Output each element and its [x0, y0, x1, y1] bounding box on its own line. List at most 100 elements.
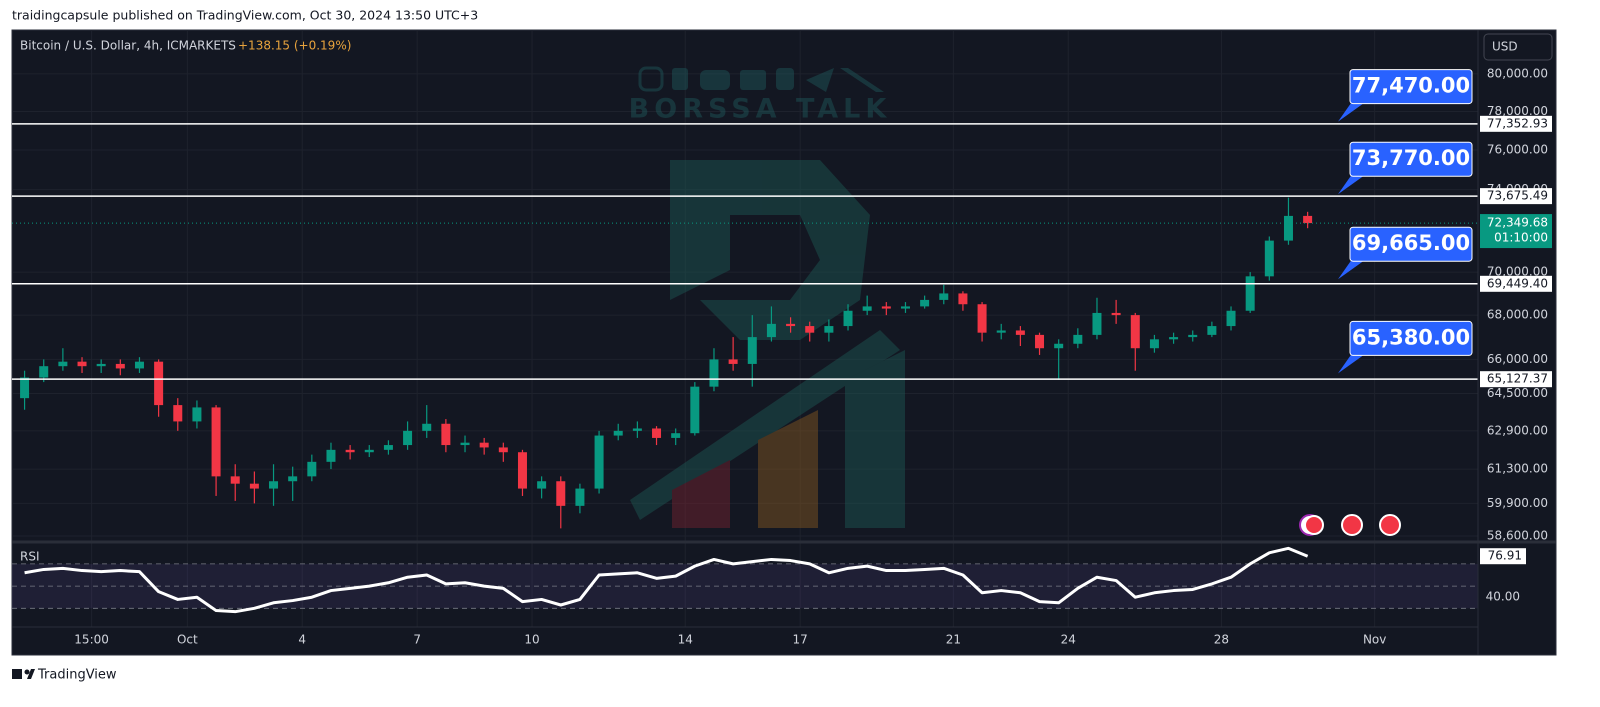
level-badge — [1480, 115, 1552, 132]
candle-body — [881, 306, 891, 309]
callout-label: 77,470.00 — [1352, 74, 1470, 98]
icon — [840, 68, 884, 92]
price-change: +138.15 (+0.19%) — [238, 39, 351, 53]
candle-body — [1188, 334, 1198, 338]
candle-body — [900, 306, 910, 309]
candle-body — [613, 430, 623, 436]
logo-bar — [672, 460, 730, 528]
candle-body — [537, 481, 547, 489]
tv-logo — [12, 669, 22, 679]
event-flag[interactable] — [1304, 515, 1324, 535]
candle-body — [709, 359, 719, 387]
candle-body — [422, 423, 432, 431]
event-flags — [1299, 514, 1401, 536]
tv-logo — [27, 669, 35, 679]
candle-body — [249, 483, 259, 489]
candle-body — [1054, 343, 1064, 349]
countdown: 01:10:00 — [1494, 231, 1548, 245]
symbol-title: Bitcoin / U.S. Dollar, 4h, ICMARKETS — [20, 39, 236, 53]
candle-body — [671, 433, 681, 438]
byline: traidingcapsule published on TradingView… — [12, 8, 478, 23]
y-tick-label: 70,000.00 — [1487, 265, 1548, 279]
rsi-last-badge — [1480, 548, 1526, 565]
logo-shape — [630, 330, 900, 520]
event-flag[interactable] — [1379, 514, 1401, 536]
x-tick-label: 4 — [298, 633, 306, 647]
level-badge — [1480, 371, 1552, 388]
icon — [638, 66, 664, 92]
x-tick-label: 15:00 — [74, 633, 109, 647]
logo-bar — [845, 350, 905, 528]
callout-tail — [1338, 353, 1366, 374]
y-tick-label: 64,500.00 — [1487, 386, 1548, 400]
callout-box — [1349, 226, 1473, 262]
callout-label: 65,380.00 — [1352, 325, 1470, 349]
candle-body — [1111, 312, 1121, 316]
candle-body — [747, 337, 757, 364]
candle-body — [977, 304, 987, 333]
candle-body — [517, 452, 527, 489]
y-tick-label: 58,600.00 — [1487, 528, 1548, 542]
y-tick-label: 68,000.00 — [1487, 308, 1548, 322]
candle-body — [115, 363, 125, 369]
candle-body — [1245, 276, 1255, 311]
candle-body — [1092, 312, 1102, 335]
watermark-text: BORSSA TALK — [629, 94, 892, 125]
candle-body — [632, 428, 642, 431]
y-tick-label: 76,000.00 — [1487, 143, 1548, 157]
candle-body — [939, 293, 949, 300]
y-tick-label: 80,000.00 — [1487, 66, 1548, 80]
marks: 77,470.00 73,770.00 69,665.00 65,380.00 — [12, 69, 1478, 614]
logo-shape — [670, 160, 870, 340]
level-badge — [1480, 275, 1552, 292]
candle-body — [1015, 330, 1025, 335]
level-label: 69,449.40 — [1487, 276, 1548, 290]
candle-body — [1207, 326, 1217, 335]
candle-body — [920, 299, 930, 307]
candle-body — [1169, 337, 1179, 340]
candle-body — [288, 476, 298, 482]
candle-body — [1035, 334, 1045, 349]
candle-body — [498, 447, 508, 453]
x-tick-label: 24 — [1061, 633, 1076, 647]
candle-body — [996, 330, 1006, 333]
chart-panel — [11, 29, 1557, 656]
candle-body — [766, 323, 776, 338]
event-flag[interactable] — [1341, 514, 1363, 536]
icon — [740, 70, 766, 90]
candle-body — [575, 488, 585, 506]
rsi-title: RSI — [20, 550, 40, 564]
candle-body — [39, 366, 49, 378]
candle-body — [1130, 315, 1140, 349]
candle-body — [134, 361, 144, 369]
icon — [806, 68, 834, 92]
candle-body — [843, 310, 853, 327]
candle-body — [728, 359, 738, 364]
logo-shape — [670, 215, 730, 300]
candle-body — [1149, 339, 1159, 349]
candle-body — [862, 306, 872, 311]
footer-brand: TradingView — [37, 668, 117, 683]
callout-box — [1349, 141, 1473, 177]
currency[interactable]: USD — [1492, 40, 1518, 54]
y-tick-label: 62,900.00 — [1487, 423, 1548, 437]
x-tick-label: Oct — [177, 633, 198, 647]
candle-body — [824, 326, 834, 333]
level-label: 73,675.49 — [1487, 189, 1548, 203]
level-label: 77,352.93 — [1487, 116, 1548, 130]
currency-button[interactable] — [1483, 33, 1553, 61]
candle-body — [1226, 310, 1236, 327]
y-tick-label: 61,300.00 — [1487, 462, 1548, 476]
candle-body — [805, 326, 815, 333]
candle-body — [786, 323, 796, 327]
callout-label: 73,770.00 — [1352, 146, 1470, 170]
icon — [700, 70, 730, 90]
candle-body — [479, 442, 489, 448]
rsi-line — [24, 546, 1309, 614]
candle-body — [230, 476, 240, 484]
candle-body — [326, 449, 336, 462]
callout-tail — [1338, 174, 1366, 195]
x-tick-label: 14 — [678, 633, 693, 647]
callout-box — [1349, 320, 1473, 356]
